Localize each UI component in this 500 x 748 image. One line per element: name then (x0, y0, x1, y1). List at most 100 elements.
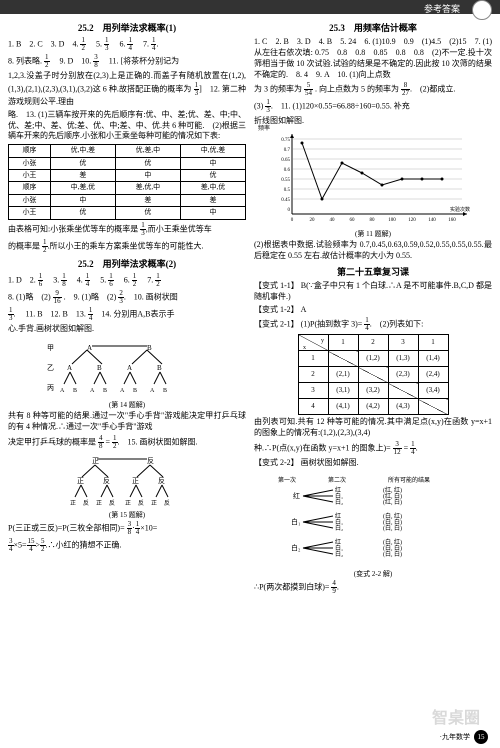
r-line-5: (2)根据表中数据.试验频率为 0.7,0.45,0.63,0.59,0.52,… (254, 240, 492, 262)
chart-caption: (第 11 题解) (254, 230, 492, 239)
r-line-2: 为 3 的频率为 554 . 向上点数为 5 的频率为 827. (2)都成立. (254, 82, 492, 97)
svg-text:0.7: 0.7 (284, 148, 291, 153)
tree2-caption: (第 15 题解) (8, 511, 246, 520)
svg-text:120: 120 (408, 218, 416, 223)
svg-text:(白, 红): (白, 红) (383, 512, 402, 520)
ans-line-2: 8. 列表略. 12 9. D 10. 38 11. [将茶杯分别记为 (8, 54, 246, 69)
svg-text:y: y (321, 338, 324, 344)
svg-text:(白, 白): (白, 白) (383, 524, 402, 532)
r-line-6: 【变式 1-1】 B(∵盒子中只有 1 个白球.∴A 是不可能事件.B,C,D … (254, 281, 492, 303)
svg-text:反: 反 (147, 456, 154, 465)
svg-text:B: B (97, 364, 102, 372)
svg-text:丙: 丙 (47, 384, 54, 392)
svg-text:第一次: 第一次 (278, 476, 296, 484)
svg-text:20: 20 (310, 218, 316, 223)
svg-text:(白, 白): (白, 白) (383, 544, 402, 552)
r-line-7: 【变式 1-2】 A (254, 305, 492, 316)
ans-line-6: 的概率是 12.所以小王的乘车方案乘坐优等车的可能性大. (8, 239, 246, 254)
r-line-1: 1. C 2. B 3. D 4. B 5. 24 6. (1)10.9 0.9… (254, 37, 492, 80)
svg-text:反: 反 (103, 476, 110, 485)
svg-text:正: 正 (70, 500, 76, 507)
svg-text:0.6: 0.6 (284, 168, 291, 173)
page-footer: ·九年数学15 (440, 730, 488, 744)
svg-text:反: 反 (109, 499, 115, 507)
ans-line-13: P(三正或三反)=P(三枚全部相同)= 38·14×10= (8, 521, 246, 536)
svg-text:正: 正 (77, 477, 84, 485)
svg-text:白₂: 白₂ (335, 498, 343, 506)
r-line-4: 折线图如解图. (254, 116, 492, 127)
svg-text:0: 0 (288, 208, 291, 213)
page-number: 15 (474, 730, 488, 744)
svg-text:正: 正 (151, 500, 157, 507)
svg-text:60: 60 (350, 218, 356, 223)
svg-text:乙: 乙 (47, 364, 54, 372)
svg-text:反: 反 (158, 476, 165, 485)
svg-text:正: 正 (96, 500, 102, 507)
header-ornament (472, 0, 492, 20)
svg-text:白₂: 白₂ (335, 524, 343, 532)
svg-text:反: 反 (83, 499, 89, 507)
svg-text:0: 0 (291, 218, 294, 223)
r-line-8: 【变式 2-1】 (1)P(抽到数字 3)= 14. (2)列表如下: (254, 317, 492, 332)
svg-text:白₁: 白₁ (335, 544, 343, 552)
svg-text:A: A (127, 364, 132, 372)
ans-line-14: 34×5=154>52.∴小红的猜想不正确. (8, 538, 246, 553)
svg-text:白₂: 白₂ (335, 550, 343, 558)
r-line-10: 种.∴P(点(x,y)在函数 y=x+1 的图象上)= 312 = 14. (254, 441, 492, 456)
right-column: 25.3 用频率估计概率 1. C 2. B 3. D 4. B 5. 24 6… (254, 18, 492, 597)
svg-text:B: B (157, 364, 162, 372)
svg-text:白₁: 白₁ (291, 517, 300, 526)
tree3-caption: (变式 2-2 解) (254, 570, 492, 579)
svg-text:0.55: 0.55 (281, 178, 290, 183)
svg-text:(红, 红): (红, 红) (383, 486, 402, 494)
svg-text:所有可能的结果: 所有可能的结果 (388, 476, 430, 484)
tree-diagram-2: 正反 正反 正反 正反 正反 正反 正反 (8, 453, 246, 508)
svg-text:160: 160 (448, 218, 456, 223)
svg-text:反: 反 (164, 499, 170, 507)
svg-text:正: 正 (92, 457, 99, 465)
svg-text:100: 100 (388, 218, 396, 223)
svg-text:白₁: 白₁ (335, 518, 343, 526)
svg-text:实验次数: 实验次数 (450, 206, 470, 213)
ans-line-9: 13. 11. B 12. B 13. 14 14. 分别用A,B表示手 (8, 307, 246, 322)
svg-text:0.45: 0.45 (281, 198, 290, 203)
svg-text:B: B (163, 388, 167, 394)
r-line-3: (3) 13. 11. (1)120×0.55=66.88÷160=0.55. … (254, 99, 492, 114)
r-line-11: 【变式 2-2】 画树状图如解图. (254, 458, 492, 469)
svg-text:B: B (73, 388, 77, 394)
section-title-3: 25.3 用频率估计概率 (254, 22, 492, 34)
header-title: 参考答案 (424, 4, 460, 14)
ans-line-3: 1,2,3.没盖子时分别放在(2,3)上是正确的.而盖子有随机放置在(1,2),… (8, 71, 246, 108)
svg-text:A: A (60, 388, 65, 394)
svg-text:A: A (67, 364, 72, 372)
tree-diagram-1: 甲 乙 丙 AB AB AB AB AB AB AB (8, 338, 246, 398)
section-title-4: 第二十五章复习课 (254, 266, 492, 278)
ans-line-1: 1. B 2. C 3. D 4. 12 5. 13 6. 14 7. 14. (8, 37, 246, 52)
svg-text:红: 红 (293, 491, 300, 500)
ans-line-4: 略. 13. (1)三辆车按开来的先后顺序有:优、中、差;优、差、中;中、优、差… (8, 110, 246, 142)
r-line-9: 由列表可知.共有 12 种等可能的情况.其中满足点(x,y)在函数 y=x+1 … (254, 417, 492, 439)
ans-line-8: 8. (1)略 (2) 916 . 9. (1)略 (2) 23. 10. 画树… (8, 290, 246, 305)
svg-text:A: A (150, 388, 155, 394)
svg-text:B: B (133, 388, 137, 394)
svg-text:甲: 甲 (47, 344, 54, 352)
svg-text:0.5: 0.5 (284, 188, 291, 193)
svg-text:A: A (120, 388, 125, 394)
ans-line-10: 心.手背.画树状图如解图. (8, 324, 246, 335)
section-title-2: 25.2 用列举法求概率(2) (8, 258, 246, 270)
tree-diagram-3: 第一次第二次所有可能的结果 红 红白₁白₂ (红, 红)(红, 白)(红, 白)… (254, 472, 492, 567)
svg-text:白₁: 白₁ (335, 492, 343, 500)
table-1: 顺序优,中,差优,差,中中,优,差 小张优优中 小王差中优 顺序中,差,优差,优… (8, 144, 246, 220)
section-title-1: 25.2 用列举法求概率(1) (8, 22, 246, 34)
svg-text:红: 红 (335, 486, 341, 494)
r-line-12: ∴P(两次都摸到白球)= 49. (254, 580, 492, 595)
tree1-caption: (第 14 题解) (8, 401, 246, 410)
xy-table: yx 1231 1(1,2)(1,3)(1,4) 2(2,1)(2,3)(2,4… (298, 334, 449, 415)
svg-text:0.75: 0.75 (281, 138, 290, 143)
svg-text:正: 正 (125, 500, 131, 507)
svg-text:(白, 红): (白, 红) (383, 538, 402, 546)
svg-text:B: B (103, 388, 107, 394)
svg-text:(白, 白): (白, 白) (383, 550, 402, 558)
svg-text:80: 80 (370, 218, 376, 223)
ans-line-5: 由表格可知:小张乘坐优等车的概率是 13,而小王乘坐优等车 (8, 222, 246, 237)
